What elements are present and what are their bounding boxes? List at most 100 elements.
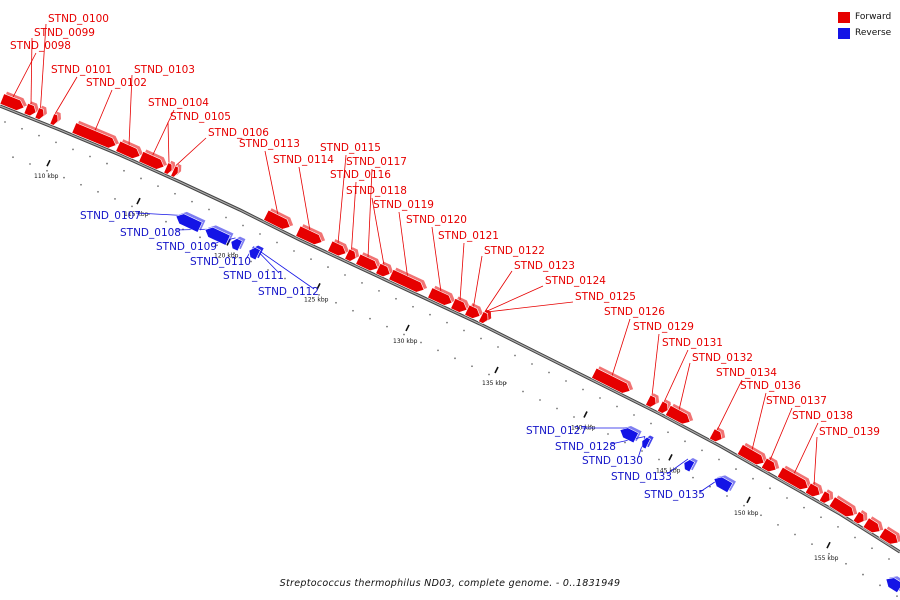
gene-arrow-stnd_0108[interactable]: [203, 222, 234, 246]
gene-label-stnd_0114: STND_0114: [273, 154, 334, 166]
gene-labels: STND_0098STND_0099STND_0100STND_0101STND…: [10, 13, 880, 501]
gene-arrow-stnd_0102[interactable]: [71, 120, 121, 151]
gene-arrow-stnd_0135[interactable]: [711, 471, 736, 494]
gene-arrow-stnd_0121[interactable]: [450, 296, 473, 316]
minor-dot: [403, 333, 405, 336]
leader-stnd_0129: [651, 333, 660, 397]
leader-stnd_0113: [264, 150, 279, 216]
gene-arrow-stnd_0127[interactable]: [618, 422, 642, 444]
gene-arrow-body: [657, 400, 669, 414]
gene-arrow-stnd_0138[interactable]: [776, 465, 814, 494]
gene-arrow-body: [388, 269, 425, 293]
gene-arrow-body: [619, 427, 639, 444]
gene-arrow-stnd_0115[interactable]: [327, 238, 352, 259]
gene-arrow-stnd_0116[interactable]: [344, 246, 362, 264]
leader-stnd_0114: [298, 166, 311, 231]
leader-stnd_0136: [751, 392, 767, 451]
gene-label-stnd_0133: STND_0133: [611, 471, 672, 483]
minor-dot: [267, 269, 269, 271]
gene-arrow-extra-rev-0[interactable]: [883, 572, 900, 594]
gene-label-stnd_0135: STND_0135: [644, 489, 705, 501]
gene-label-stnd_0118: STND_0118: [346, 185, 407, 197]
gene-arrow-stnd_0109[interactable]: [229, 234, 246, 252]
gene-label-stnd_0129: STND_0129: [633, 321, 694, 333]
gene-arrow-body: [713, 476, 734, 494]
gene-arrow-stnd_0098[interactable]: [0, 91, 29, 114]
gene-arrow-stnd_0114[interactable]: [295, 223, 328, 248]
gene-arrow-stnd_0134[interactable]: [709, 426, 727, 445]
gene-arrow-body: [327, 240, 347, 257]
gene-arrow-stnd_0119[interactable]: [388, 267, 430, 296]
minor-dot: [72, 148, 74, 151]
gene-label-stnd_0124: STND_0124: [545, 275, 606, 287]
gene-arrow-extra-fwd-4[interactable]: [878, 525, 900, 548]
minor-dot: [803, 506, 805, 509]
gene-arrow-stnd_0139[interactable]: [804, 480, 826, 500]
minor-dot: [463, 329, 465, 332]
gene-label-stnd_0130: STND_0130: [582, 455, 643, 467]
minor-dot: [820, 516, 822, 519]
minor-dot: [752, 477, 754, 480]
gene-arrow-stnd_0137[interactable]: [760, 456, 782, 476]
tick-label: 125 kbp: [304, 296, 329, 303]
minor-dot: [522, 390, 524, 393]
gene-arrow-stnd_0132[interactable]: [665, 403, 695, 428]
gene-arrow-stnd_0101[interactable]: [49, 111, 63, 127]
minor-dot: [556, 407, 558, 410]
minor-dot: [718, 458, 720, 461]
minor-dot: [743, 504, 745, 507]
gene-arrow-stnd_0099[interactable]: [23, 101, 41, 119]
gene-arrow-extra-fwd-0[interactable]: [818, 488, 836, 506]
minor-dot: [29, 163, 31, 165]
gene-arrow-stnd_0106[interactable]: [170, 163, 184, 179]
minor-dot: [539, 399, 541, 401]
gene-arrow-stnd_0136[interactable]: [736, 442, 770, 469]
gene-arrow-stnd_0103[interactable]: [115, 138, 146, 161]
gene-arrow-body: [427, 287, 453, 306]
gene-arrows: [0, 91, 900, 594]
gene-arrow-body: [450, 298, 468, 313]
backbone-line: [0, 104, 900, 554]
minor-dot: [777, 523, 779, 526]
gene-arrow-stnd_0104[interactable]: [138, 149, 170, 173]
gene-arrow-stnd_0125[interactable]: [478, 309, 494, 326]
minor-dot: [38, 134, 40, 137]
gene-arrow-extra-fwd-3[interactable]: [862, 515, 886, 537]
minor-dot: [828, 552, 830, 555]
gene-arrow-stnd_0129[interactable]: [645, 392, 662, 409]
label-leader-lines: [12, 23, 819, 493]
gene-label-stnd_0139: STND_0139: [819, 426, 880, 438]
leader-stnd_0132: [678, 362, 691, 411]
gene-arrow-stnd_0113[interactable]: [263, 207, 296, 232]
gene-arrow-body: [760, 457, 777, 473]
genome-caption: Streptococcus thermophilus ND03, complet…: [279, 578, 621, 589]
minor-dot: [21, 127, 23, 130]
gene-arrow-body: [804, 482, 821, 498]
minor-dot: [310, 258, 312, 261]
minor-dot: [896, 595, 898, 597]
minor-dot: [531, 363, 533, 365]
gene-arrow-extra-fwd-1[interactable]: [828, 494, 860, 521]
gene-arrow-stnd_0118[interactable]: [375, 261, 396, 280]
minor-dot: [395, 297, 397, 300]
gene-arrow-stnd_0120[interactable]: [427, 285, 458, 309]
minor-dot: [318, 293, 320, 296]
gene-arrow-stnd_0100[interactable]: [34, 105, 49, 122]
gene-arrow-stnd_0122[interactable]: [464, 302, 486, 322]
gene-arrow-stnd_0130[interactable]: [640, 433, 654, 450]
gene-arrow-stnd_0105[interactable]: [163, 160, 178, 176]
minor-dot: [106, 162, 108, 165]
minor-dot: [497, 346, 499, 348]
minor-dot: [505, 382, 507, 384]
gene-arrow-stnd_0112[interactable]: [247, 243, 264, 261]
gene-arrow-stnd_0117[interactable]: [355, 251, 384, 274]
leader-stnd_0138: [793, 422, 819, 475]
gene-arrow-stnd_0133[interactable]: [681, 455, 698, 473]
minor-dot: [293, 250, 295, 252]
gene-arrow-stnd_0107[interactable]: [174, 208, 206, 233]
gene-arrow-extra-fwd-2[interactable]: [852, 509, 870, 527]
gene-arrow-body: [591, 367, 631, 394]
gene-arrow-stnd_0126[interactable]: [591, 365, 636, 396]
gene-arrow-body: [641, 436, 651, 450]
